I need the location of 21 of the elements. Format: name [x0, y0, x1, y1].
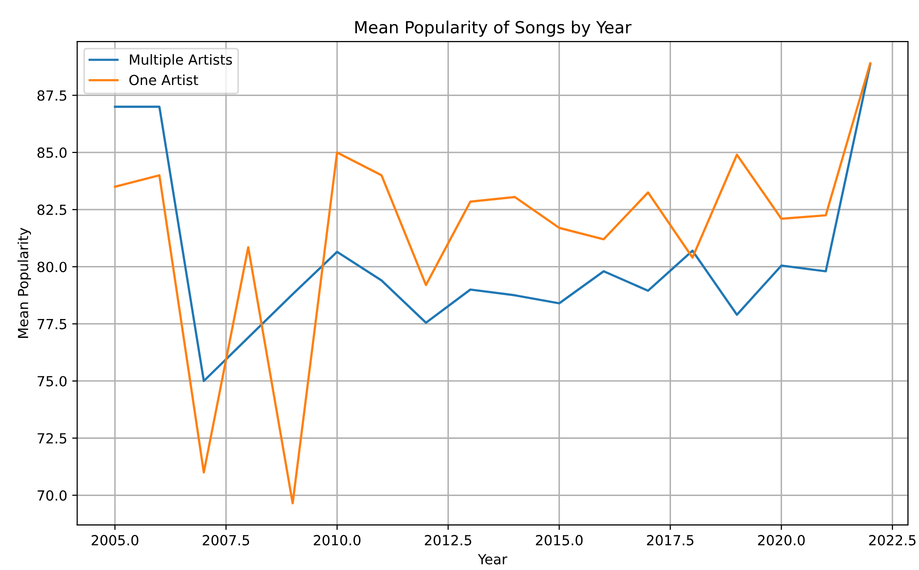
y-tick-label: 75.0: [38, 376, 67, 386]
y-axis-title: Mean Popularity: [18, 228, 31, 338]
x-tick-label: 2020.0: [758, 534, 805, 546]
x-tick-label: 2005.0: [92, 534, 138, 546]
chart-title: Mean Popularity of Songs by Year: [355, 20, 632, 37]
x-tick-label: 2017.5: [647, 534, 694, 546]
legend-label: Multiple Artists: [130, 54, 232, 68]
x-tick-label: 2007.5: [202, 534, 250, 546]
x-tick-label: 2015.0: [536, 534, 583, 546]
y-tick-label: 87.5: [37, 90, 66, 101]
x-tick-label: 2022.5: [869, 534, 916, 546]
y-tick-label: 82.5: [37, 204, 66, 216]
y-tick-label: 85.0: [37, 147, 67, 158]
x-tick-label: 2012.5: [424, 534, 472, 546]
x-axis-title: Year: [478, 554, 508, 564]
y-tick-label: 80.0: [37, 262, 67, 272]
legend-label: One Artist: [129, 74, 198, 86]
y-tick-label: 72.5: [38, 433, 66, 444]
y-tick-label: 70.0: [38, 490, 67, 501]
y-tick-label: 77.5: [38, 319, 66, 330]
x-tick-label: 2010.0: [314, 534, 360, 546]
